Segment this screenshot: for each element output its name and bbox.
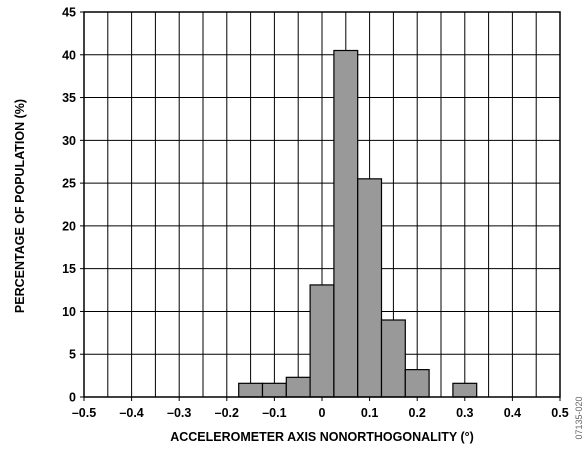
x-tick-label: –0.5 <box>72 406 96 420</box>
histogram-bar <box>380 319 406 398</box>
y-tick-label: 20 <box>62 219 76 233</box>
histogram-bar <box>404 369 430 398</box>
y-tick-label: 25 <box>62 177 76 191</box>
y-tick-label: 40 <box>62 48 76 62</box>
x-tick-label: –0.1 <box>262 406 286 420</box>
y-tick-label: 45 <box>62 6 76 20</box>
x-tick-label: 0.2 <box>409 406 426 420</box>
y-tick-label: 30 <box>62 134 76 148</box>
x-tick-label: –0.3 <box>167 406 191 420</box>
histogram-bar <box>309 284 335 398</box>
histogram-bar <box>261 382 287 398</box>
x-tick-label: –0.4 <box>119 406 143 420</box>
histogram-bar <box>285 376 311 398</box>
x-tick-label: 0 <box>319 406 326 420</box>
histogram-bars <box>238 49 478 398</box>
histogram-bar <box>238 382 264 398</box>
x-tick-label: 0.3 <box>456 406 473 420</box>
x-tick-label: –0.2 <box>215 406 239 420</box>
axes <box>80 11 561 401</box>
histogram-bar <box>333 49 359 398</box>
x-axis-title: ACCELEROMETER AXIS NONORTHOGONALITY (°) <box>170 430 474 444</box>
y-tick-label: 0 <box>69 391 76 405</box>
figure-code: 07135-020 <box>574 396 584 439</box>
x-tick-label: 0.1 <box>361 406 378 420</box>
y-tick-label: 35 <box>62 91 76 105</box>
y-tick-label: 5 <box>69 348 76 362</box>
x-tick-label: 0.5 <box>551 406 568 420</box>
tick-labels: –0.5 –0.4 –0.3 –0.2 –0.1 0 0.1 0.2 0.3 0.4 0.5 0 5 10… <box>62 6 569 421</box>
y-tick-label: 10 <box>62 305 76 319</box>
histogram-bar <box>452 382 478 398</box>
y-axis-title: PERCENTAGE OF POPULATION (%) <box>13 99 27 313</box>
y-tick-label: 15 <box>62 262 76 276</box>
histogram-bar <box>357 178 383 398</box>
x-tick-label: 0.4 <box>504 406 521 420</box>
